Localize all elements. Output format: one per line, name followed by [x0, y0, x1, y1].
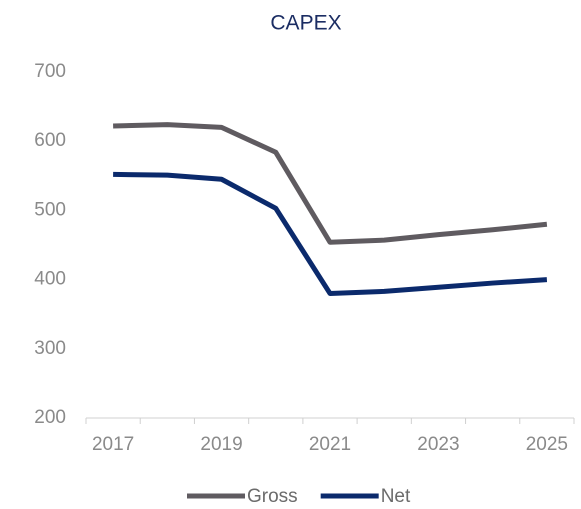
x-tick-label: 2017 — [92, 434, 134, 455]
y-tick-label: 700 — [34, 61, 66, 82]
series-line — [113, 122, 548, 245]
chart-title: CAPEX — [270, 12, 341, 35]
x-tick-label: 2019 — [200, 434, 242, 455]
y-tick-label: 500 — [34, 199, 66, 220]
legend-label: Net — [381, 486, 411, 507]
legend-label: Gross — [247, 486, 298, 507]
series-line — [113, 171, 548, 296]
y-tick-label: 600 — [34, 130, 66, 151]
y-tick-label: 400 — [34, 269, 66, 290]
x-tick-label: 2021 — [309, 434, 351, 455]
x-tick-label: 2023 — [417, 434, 459, 455]
y-tick-label: 300 — [34, 338, 66, 359]
x-tick-label: 2025 — [526, 434, 568, 455]
y-tick-label: 200 — [34, 407, 66, 428]
